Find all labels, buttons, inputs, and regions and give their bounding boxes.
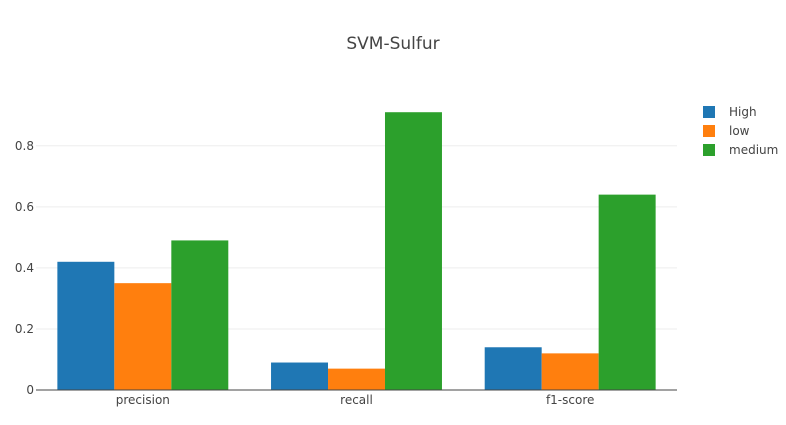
- y-tick-label: 0: [26, 383, 34, 397]
- bar-low-f1-score[interactable]: [541, 353, 599, 390]
- legend[interactable]: High low medium: [703, 105, 778, 157]
- x-tick-label: precision: [116, 393, 170, 407]
- x-tick-label: recall: [340, 393, 373, 407]
- legend-swatch: [703, 144, 715, 156]
- y-tick-label: 0.8: [15, 139, 34, 153]
- bar-medium-recall[interactable]: [384, 112, 442, 391]
- y-tick-label: 0.6: [15, 200, 34, 214]
- y-tick-label: 0.2: [15, 322, 34, 336]
- legend-item-low[interactable]: low: [703, 124, 750, 138]
- bar-medium-f1-score[interactable]: [598, 194, 656, 390]
- bar-high-f1-score[interactable]: [484, 347, 542, 390]
- x-tick-label: f1-score: [546, 393, 594, 407]
- legend-item-high[interactable]: High: [703, 105, 757, 119]
- axes: 0 0.2 0.4 0.6 0.8 precision recall f1-score: [15, 139, 677, 407]
- y-tick-label: 0.4: [15, 261, 34, 275]
- bar-high-recall[interactable]: [271, 362, 329, 390]
- legend-swatch: [703, 106, 715, 118]
- legend-label: low: [729, 124, 750, 138]
- bar-high-precision[interactable]: [57, 261, 115, 390]
- bar-medium-precision[interactable]: [171, 240, 229, 390]
- legend-label: medium: [729, 143, 778, 157]
- gridlines: [36, 145, 677, 330]
- legend-swatch: [703, 125, 715, 137]
- legend-item-medium[interactable]: medium: [703, 143, 778, 157]
- legend-label: High: [729, 105, 757, 119]
- bar-low-precision[interactable]: [114, 283, 172, 390]
- bars: [57, 112, 656, 391]
- chart-title: SVM-Sulfur: [346, 34, 439, 54]
- bar-low-recall[interactable]: [328, 368, 385, 390]
